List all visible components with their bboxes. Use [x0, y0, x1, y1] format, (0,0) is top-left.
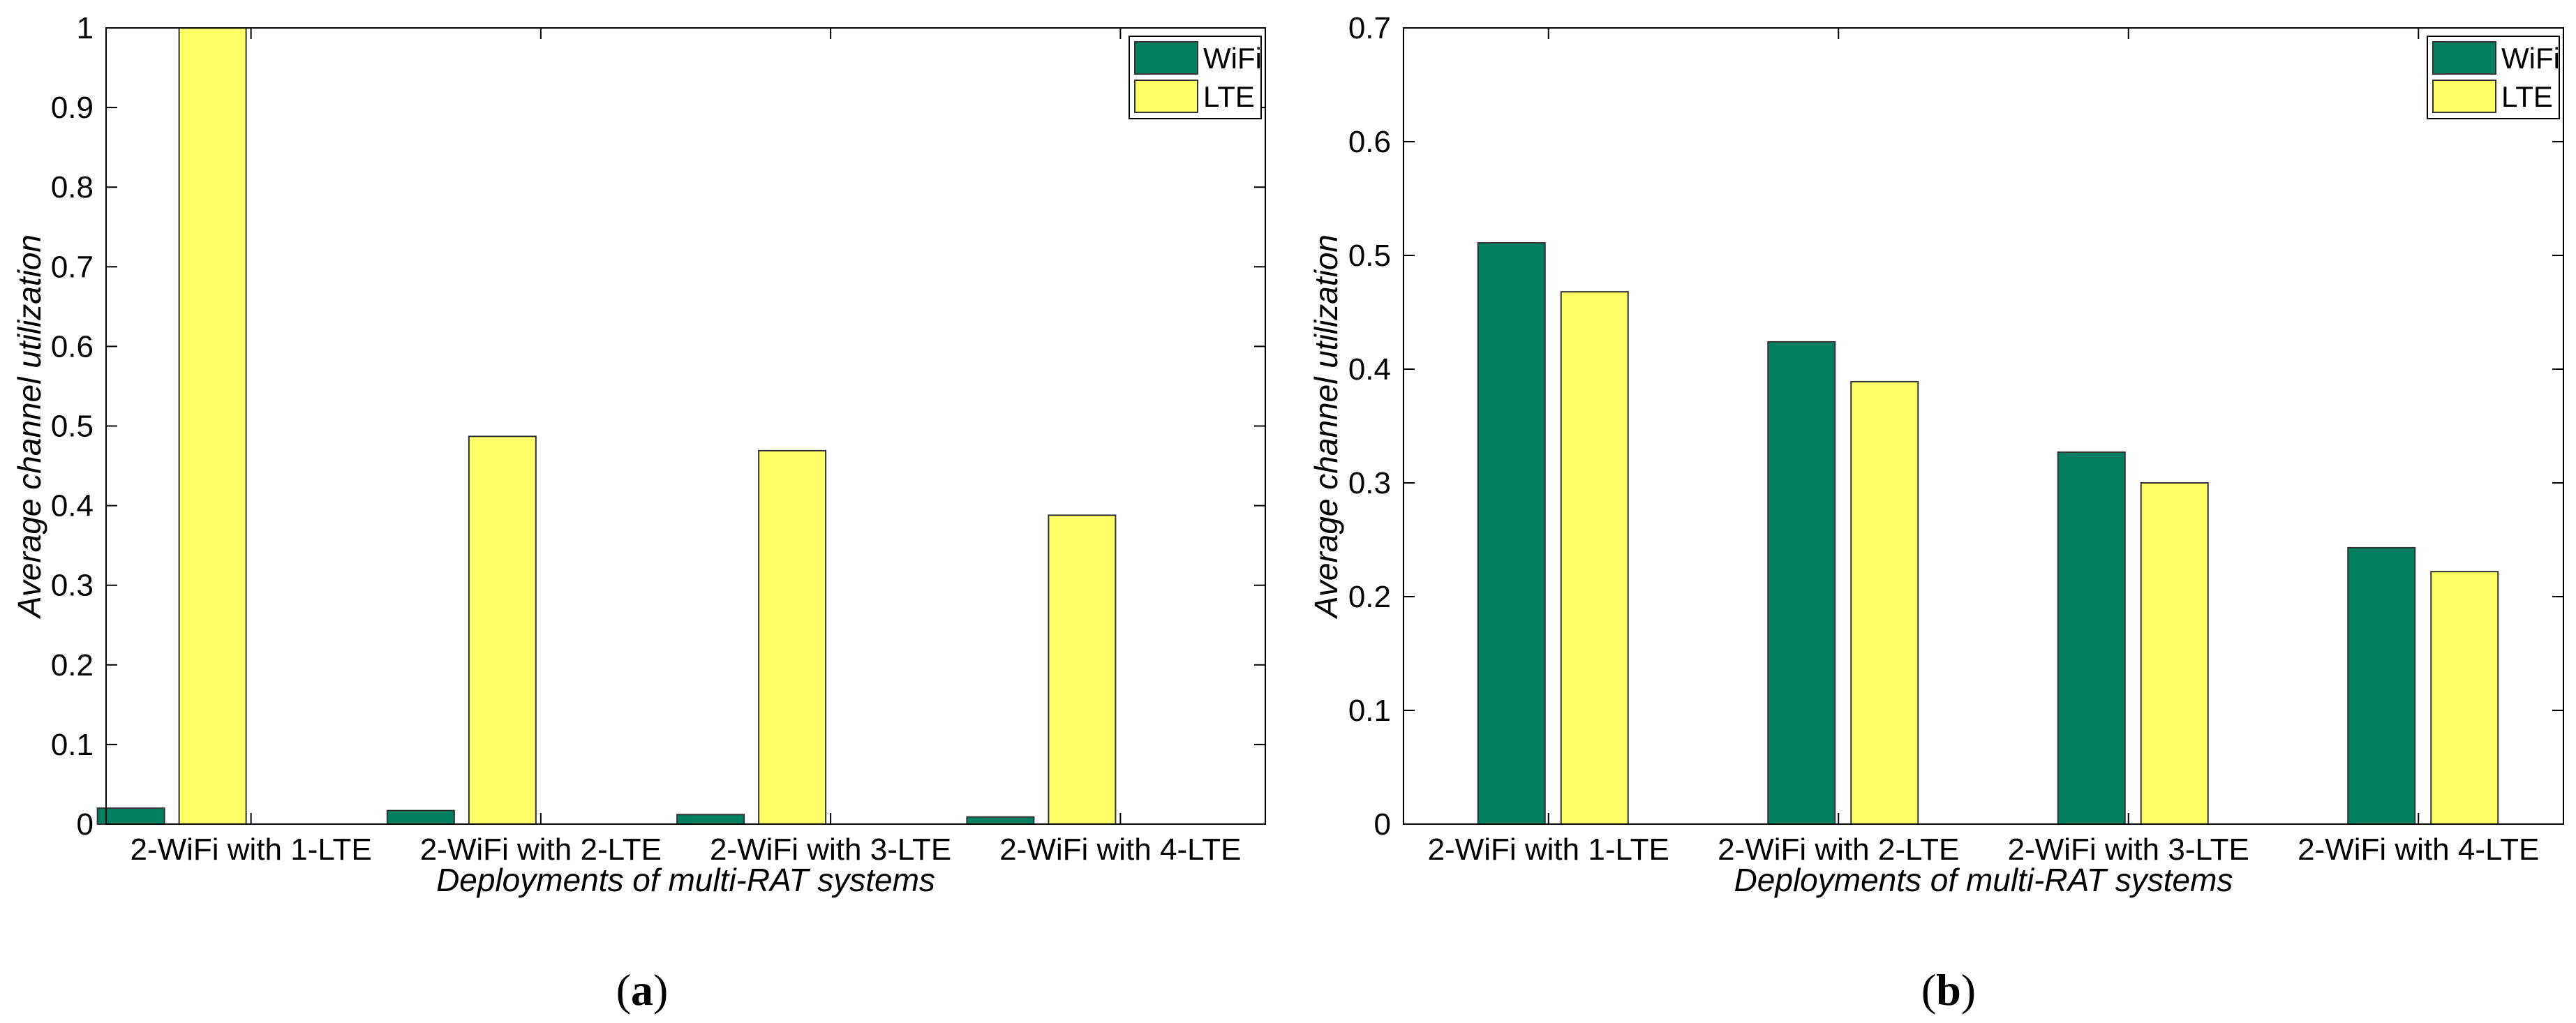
y-tick-label: 0.4: [51, 489, 94, 523]
legend-label-wifi: WiFi: [1203, 42, 1262, 75]
y-tick-label: 0.6: [1348, 125, 1391, 159]
legend: WiFi LTE: [1129, 36, 1262, 119]
y-tick-label: 0.9: [51, 91, 94, 125]
x-tick-label: 2-WiFi with 4-LTE: [2298, 832, 2539, 867]
x-tick-label: 2-WiFi with 4-LTE: [999, 832, 1241, 867]
x-tick-label: 2-WiFi with 3-LTE: [2008, 832, 2249, 867]
bar-wifi: [2057, 451, 2126, 825]
chart-panel-b: 0 0.1 0.2 0.3 0.4 0.5 0.6 0.7 2-WiFi with 1-LTE 2…: [1308, 11, 2564, 1015]
x-axis-title: Deployments of multi-RAT systems: [1734, 862, 2233, 898]
caption-close-paren: ): [1961, 965, 1976, 1015]
y-tick-label: 0.5: [1348, 239, 1391, 273]
bar-wifi: [966, 816, 1035, 825]
y-tick-label: 0: [1374, 807, 1391, 842]
y-tick-label: 0.1: [51, 728, 94, 762]
legend-label-wifi: WiFi: [2501, 42, 2560, 75]
x-tick-label: 2-WiFi with 3-LTE: [710, 832, 951, 867]
bar-wifi: [1477, 242, 1546, 825]
y-tick-label: 0.3: [1348, 466, 1391, 500]
caption-letter: a: [631, 965, 653, 1015]
bar-lte: [1850, 380, 1919, 825]
bar-lte: [468, 435, 537, 825]
bar-wifi: [386, 809, 455, 826]
bar-lte: [178, 27, 247, 825]
y-tick-label: 0.8: [51, 170, 94, 204]
legend-label-lte: LTE: [2501, 80, 2553, 113]
y-tick-label: 1: [77, 11, 94, 45]
y-axis-title: Average channel utilization: [11, 234, 47, 620]
bar-lte: [1560, 291, 1629, 826]
caption-open-paren: (: [616, 965, 631, 1015]
y-tick-label: 0.7: [51, 250, 94, 284]
y-axis-title: Average channel utilization: [1308, 234, 1344, 620]
y-tick-label: 0.5: [51, 410, 94, 444]
x-tick-label: 2-WiFi with 2-LTE: [1718, 832, 1959, 867]
legend-swatch-wifi: [1134, 41, 1198, 75]
bar-wifi: [1767, 341, 1836, 825]
y-tick-label: 0.2: [51, 648, 94, 682]
x-tick-label: 2-WiFi with 1-LTE: [1428, 832, 1669, 867]
chart-panel-a: 0 0.1 0.2 0.3 0.4 0.5 0.6 0.7 0.8 0.9 1 2-WiFi with…: [11, 11, 1266, 1015]
y-tick-label: 0.3: [51, 569, 94, 603]
legend-swatch-lte: [1134, 80, 1198, 113]
x-axis-title: Deployments of multi-RAT systems: [436, 862, 935, 898]
x-tick-label: 2-WiFi with 2-LTE: [420, 832, 662, 867]
y-tick-label: 0.2: [1348, 580, 1391, 614]
y-tick-label: 0.1: [1348, 694, 1391, 728]
panel-caption: (a): [616, 965, 669, 1015]
caption-close-paren: ): [653, 965, 668, 1015]
y-tick-label: 0: [77, 807, 94, 842]
axes-box: [1403, 27, 2564, 825]
caption-open-paren: (: [1921, 965, 1936, 1015]
bar-lte: [2430, 571, 2499, 825]
y-tick-label: 0.7: [1348, 11, 1391, 45]
legend: WiFi LTE: [2427, 36, 2560, 119]
y-tick-label: 0.6: [51, 329, 94, 364]
bar-lte: [1048, 514, 1117, 825]
bar-lte: [758, 449, 827, 825]
caption-letter: b: [1936, 965, 1961, 1015]
legend-label-lte: LTE: [1203, 80, 1255, 113]
legend-swatch-lte: [2432, 80, 2496, 113]
x-tick-label: 2-WiFi with 1-LTE: [130, 832, 371, 867]
bar-lte: [2140, 482, 2209, 825]
legend-swatch-wifi: [2432, 41, 2496, 75]
bar-wifi: [676, 814, 745, 825]
bar-wifi: [96, 807, 165, 826]
bar-wifi: [2347, 546, 2416, 825]
y-tick-label: 0.4: [1348, 352, 1391, 387]
panel-caption: (b): [1921, 965, 1976, 1015]
